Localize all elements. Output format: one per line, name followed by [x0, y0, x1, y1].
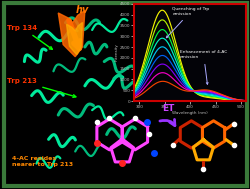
Text: Enhancement of 4-AC
emission: Enhancement of 4-AC emission: [179, 50, 226, 84]
Text: 4-AC resides
nearer to Trp 213: 4-AC resides nearer to Trp 213: [12, 156, 73, 167]
Polygon shape: [58, 11, 84, 57]
Text: hv: hv: [75, 5, 88, 15]
Polygon shape: [66, 22, 82, 55]
Text: Trp 134: Trp 134: [8, 25, 52, 49]
Text: Quenching of Trp
emission: Quenching of Trp emission: [166, 7, 209, 38]
X-axis label: Wavelength (nm): Wavelength (nm): [172, 111, 207, 115]
Y-axis label: Intensity: Intensity: [114, 43, 118, 61]
Text: ET: ET: [162, 104, 174, 113]
Text: Trp 213: Trp 213: [8, 78, 76, 97]
